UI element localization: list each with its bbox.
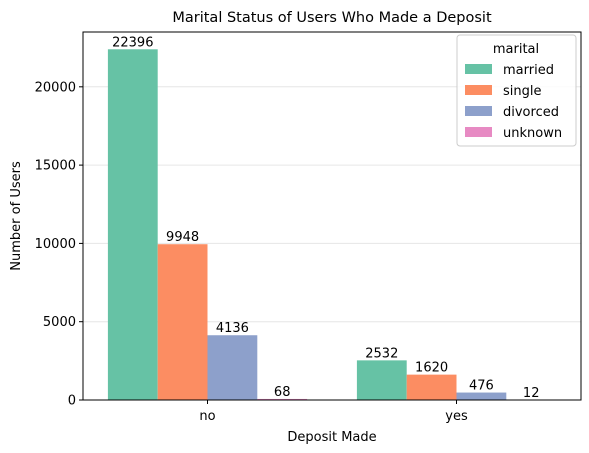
x-tick-label: yes	[445, 409, 468, 424]
bar-married-no	[107, 49, 158, 400]
y-tick-label: 20000	[35, 80, 76, 95]
legend-label-single: single	[503, 84, 542, 99]
bar-married-yes	[356, 360, 407, 400]
chart-title: Marital Status of Users Who Made a Depos…	[172, 10, 492, 26]
data-label: 4136	[216, 321, 249, 336]
y-tick-label: 5000	[43, 315, 76, 330]
data-label: 68	[274, 385, 291, 400]
legend-box	[456, 34, 577, 147]
data-label: 1620	[415, 361, 448, 376]
bars	[107, 49, 557, 400]
data-label: 9948	[166, 230, 199, 245]
x-tick-label: no	[199, 409, 215, 424]
bar-divorced-no	[207, 335, 258, 400]
y-tick-label: 15000	[35, 159, 76, 174]
y-axis: 0 5000 10000 15000 20000	[35, 80, 83, 409]
data-label: 12	[523, 386, 540, 401]
data-label: 22396	[112, 35, 153, 50]
bar-single-yes	[406, 374, 457, 400]
legend-swatch-unknown	[465, 127, 492, 137]
legend-title: marital	[493, 42, 539, 57]
bar-divorced-yes	[456, 392, 507, 400]
legend-label-married: married	[503, 63, 554, 78]
bar-single-no	[157, 244, 208, 400]
y-tick-label: 0	[68, 394, 76, 409]
x-axis: no yes	[199, 400, 468, 424]
data-label: 476	[469, 379, 494, 394]
legend-swatch-married	[465, 64, 492, 74]
data-labels: 22396 9948 4136 68 2532 1620 476 12	[112, 35, 539, 401]
legend-swatch-single	[465, 85, 492, 95]
legend-label-divorced: divorced	[503, 105, 559, 120]
x-axis-label: Deposit Made	[287, 430, 376, 445]
legend: marital married single divorced unknown	[456, 34, 577, 147]
plot-frame	[82, 31, 582, 401]
legend-swatch-divorced	[465, 106, 492, 116]
bar-unknown-no	[257, 398, 308, 400]
legend-items: married single divorced unknown	[465, 63, 562, 141]
legend-label-unknown: unknown	[503, 126, 562, 141]
y-axis-label: Number of Users	[9, 161, 24, 271]
data-label: 2532	[365, 346, 398, 361]
y-tick-label: 10000	[35, 237, 76, 252]
